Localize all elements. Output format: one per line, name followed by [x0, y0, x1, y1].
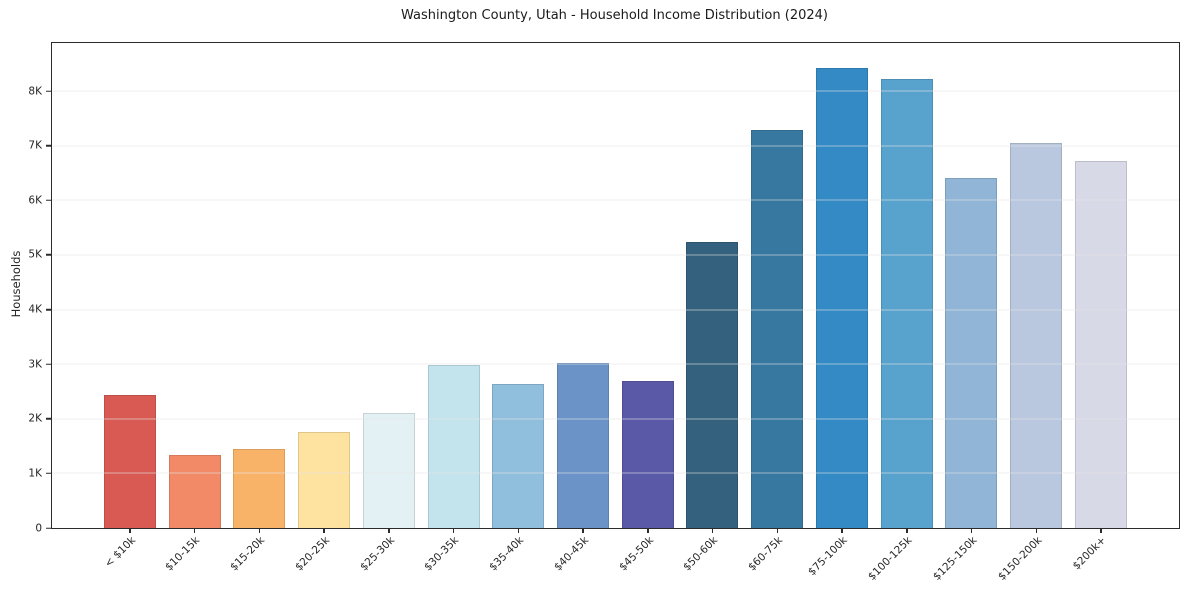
y-axis-label: Households: [9, 250, 23, 318]
y-tick-label: 7K: [28, 139, 42, 152]
x-tick-label: $40-45k: [551, 534, 591, 574]
x-tick-label: $45-50k: [616, 534, 656, 574]
bar-$50-60k: [686, 242, 739, 528]
x-tick-mark: [388, 528, 390, 533]
bar-$100-125k: [880, 79, 933, 528]
bar-$30-35k: [427, 364, 480, 528]
x-tick-mark: [711, 528, 714, 533]
x-tick-mark: [323, 528, 325, 533]
x-tick-label: $30-35k: [422, 534, 462, 574]
bar-$20-25k: [298, 431, 351, 528]
x-tick-mark: [841, 528, 843, 533]
x-tick-mark: [776, 528, 779, 533]
x-tick-mark: [129, 528, 131, 533]
y-tick-label: 2K: [28, 412, 42, 425]
bar-$35-40k: [492, 384, 545, 528]
y-tick-mark: [46, 90, 52, 92]
y-tick-label: 1K: [28, 467, 42, 480]
bar-< $10k: [104, 394, 156, 528]
bar-$10-15k: [168, 454, 221, 528]
y-tick-label: 8K: [28, 84, 42, 97]
x-tick-label: $10-15k: [163, 534, 203, 574]
x-tick-mark: [1035, 528, 1038, 533]
x-tick-mark: [647, 528, 649, 533]
x-tick-mark: [970, 528, 973, 533]
bar-$25-30k: [362, 413, 415, 528]
bar-$75-100k: [815, 68, 868, 528]
y-tick-mark: [46, 144, 52, 147]
x-tick-label: $100-125k: [866, 534, 915, 583]
x-tick-label: $150-200k: [995, 534, 1045, 583]
x-axis-labels: < $10k $10-15k $15-20k $20-25k $25-30k $30-35…: [52, 534, 1179, 590]
x-tick-label: < $10k: [102, 534, 138, 570]
y-tick-mark: [46, 363, 52, 365]
y-tick-label: 4K: [28, 303, 42, 316]
x-tick-label: $75-100k: [806, 534, 850, 579]
y-tick-label: 0: [35, 521, 42, 534]
x-tick-label: $50-60k: [681, 534, 721, 574]
x-tick-label: $125-150k: [930, 534, 980, 583]
y-tick-label: 6K: [28, 194, 42, 207]
x-tick-label: $15-20k: [228, 534, 268, 574]
y-tick-mark: [46, 199, 52, 202]
x-tick-mark: [582, 528, 584, 533]
x-tick-mark: [517, 528, 520, 533]
bar-$15-20k: [233, 448, 286, 528]
chart-title: Washington County, Utah - Household Inco…: [401, 8, 828, 23]
bar-$200k+: [1074, 160, 1127, 528]
x-tick-label: $200k+: [1070, 534, 1109, 573]
y-tick-label: 5K: [28, 248, 42, 261]
y-tick-mark: [46, 527, 52, 529]
bar-$150-200k: [1010, 142, 1063, 528]
x-tick-label: $60-75k: [746, 534, 786, 574]
y-tick-mark: [46, 254, 52, 256]
bar-$45-50k: [621, 380, 674, 528]
plot-area: 0 1K 2K 3K 4K 5K 6K 7K 8K < $10k $10-15k $15-20k $2…: [28, 42, 1180, 583]
bar-$125-150k: [945, 177, 998, 528]
x-tick-label: $20-25k: [292, 534, 332, 574]
y-tick-mark: [46, 418, 52, 420]
bars-container: [52, 43, 1179, 528]
x-tick-mark: [906, 528, 908, 533]
bar-$40-45k: [557, 363, 610, 528]
x-tick-mark: [193, 528, 196, 533]
x-tick-mark: [1100, 528, 1102, 533]
x-tick-mark: [258, 528, 261, 533]
y-tick-mark: [46, 472, 52, 475]
x-tick-mark: [452, 528, 455, 533]
x-tick-label: $35-40k: [487, 534, 527, 574]
x-tick-label: $25-30k: [357, 534, 397, 574]
y-tick-label: 3K: [28, 357, 42, 370]
y-tick-mark: [46, 308, 52, 311]
bar-$60-75k: [751, 130, 804, 528]
